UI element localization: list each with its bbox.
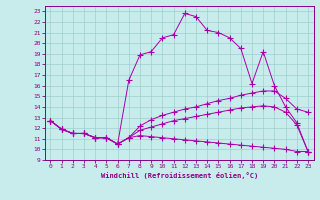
- X-axis label: Windchill (Refroidissement éolien,°C): Windchill (Refroidissement éolien,°C): [100, 172, 258, 179]
